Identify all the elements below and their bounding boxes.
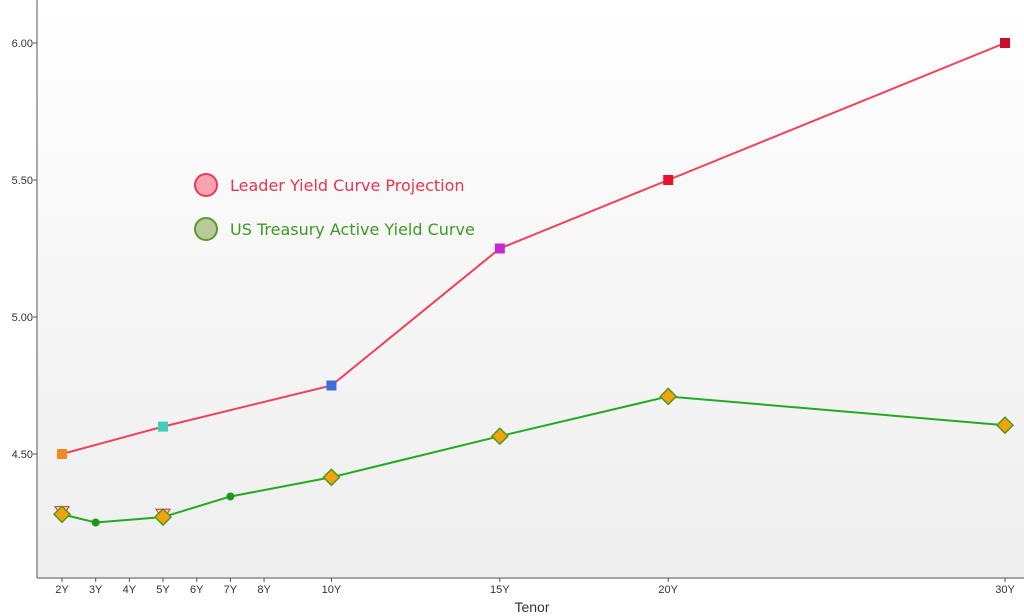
data-point-diamond [490, 427, 509, 446]
x-tick-label: 3Y [89, 584, 103, 596]
data-point-diamond [52, 505, 72, 524]
series-line [61, 395, 1006, 524]
data-point-square [326, 380, 337, 391]
series-us-treasury [52, 387, 1015, 527]
x-tick-label: 15Y [490, 584, 510, 596]
series-line [61, 42, 1006, 455]
data-point-square [57, 449, 67, 459]
data-point-diamond [659, 387, 678, 406]
x-tick-label: 10Y [322, 584, 342, 596]
legend: Leader Yield Curve Projection US Treasury… [194, 173, 475, 241]
legend-label: US Treasury Active Yield Curve [230, 220, 475, 239]
y-tick-label: 6.00 [12, 38, 33, 50]
data-point-square [158, 421, 169, 432]
x-tick-label: 6Y [190, 584, 204, 596]
x-tick-label: 2Y [55, 584, 69, 596]
plot-area [37, 0, 1024, 578]
axes: 4.50 5.00 5.50 6.00 2Y 3Y 4Y 5Y 6Y 7Y 8Y 10Y 15Y 20Y 3… [12, 0, 1024, 596]
data-point-square [663, 175, 674, 185]
data-point-square [494, 243, 505, 254]
data-point-dot [226, 492, 235, 501]
y-tick-label: 4.50 [12, 449, 33, 461]
x-tick-label: 5Y [156, 584, 170, 596]
legend-label: Leader Yield Curve Projection [230, 176, 465, 195]
y-tick-label: 5.50 [12, 175, 33, 187]
data-point-diamond [995, 416, 1015, 435]
data-point-dot [91, 518, 100, 527]
legend-marker [194, 173, 218, 197]
x-tick-label: 30Y [995, 584, 1015, 596]
legend-item: US Treasury Active Yield Curve [194, 217, 475, 241]
x-tick-label: 4Y [123, 584, 137, 596]
legend-marker [194, 217, 218, 241]
x-tick-label: 7Y [224, 584, 238, 596]
data-point-diamond [153, 507, 173, 527]
data-point-square [1000, 38, 1010, 48]
series-layer [52, 38, 1015, 527]
x-tick-label: 20Y [658, 584, 678, 596]
y-tick-label: 5.00 [12, 312, 33, 324]
data-point-diamond [322, 468, 341, 487]
x-tick-label: 8Y [257, 584, 271, 596]
x-axis-title: Tenor [514, 599, 549, 615]
legend-item: Leader Yield Curve Projection [194, 173, 465, 197]
